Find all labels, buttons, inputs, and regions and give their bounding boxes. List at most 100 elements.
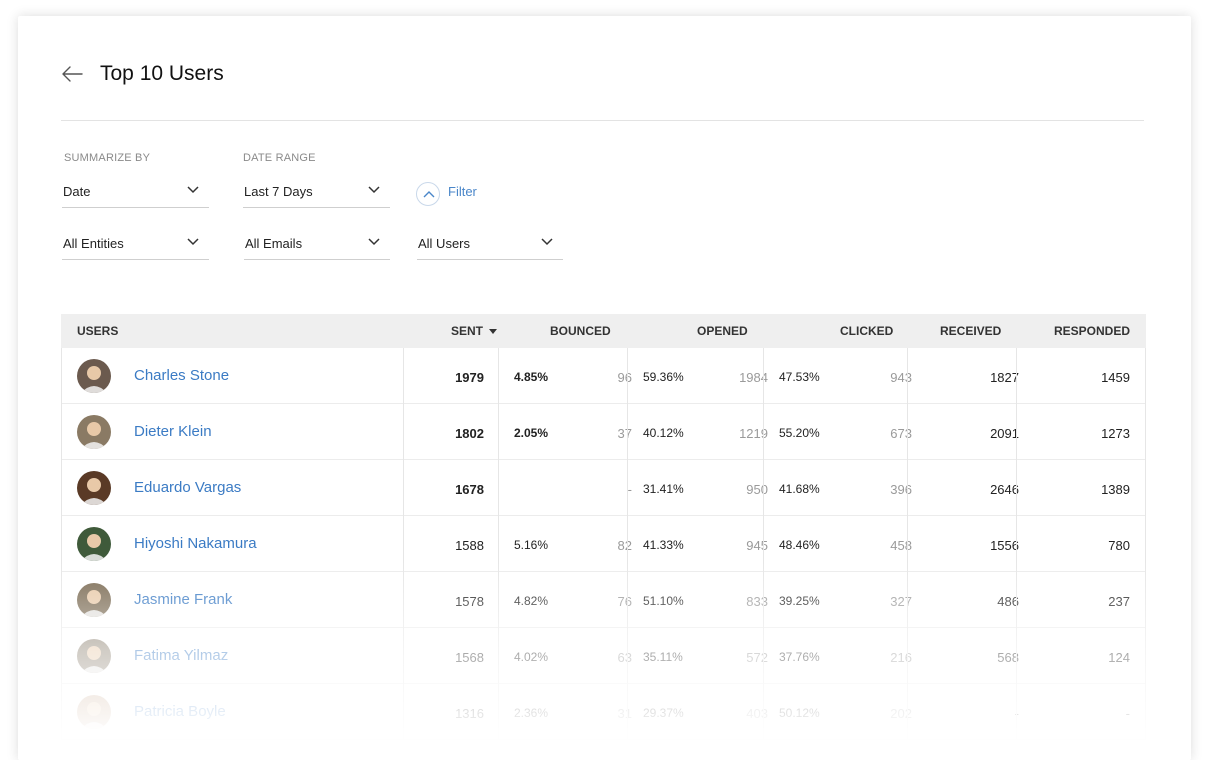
user-name-link[interactable]: Hiyoshi Nakamura bbox=[134, 535, 257, 552]
column-divider bbox=[403, 404, 404, 460]
user-name-link[interactable]: Jasmine Frank bbox=[134, 591, 233, 608]
opened-count: 950 bbox=[746, 482, 768, 497]
opened-count: 403 bbox=[746, 706, 768, 721]
user-photo-icon bbox=[77, 583, 111, 617]
column-divider bbox=[1145, 460, 1146, 516]
user-photo-icon bbox=[77, 639, 111, 673]
column-divider bbox=[498, 404, 499, 460]
clicked-percent: 39.25% bbox=[779, 594, 820, 608]
bounced-count: 37 bbox=[617, 426, 632, 441]
chevron-down-icon bbox=[187, 186, 199, 194]
clicked-percent: 48.46% bbox=[779, 538, 820, 552]
table-row[interactable]: Charles Stone 1979 4.85% 96 59.36% 1984 47.53%… bbox=[61, 348, 1146, 404]
table-body: Charles Stone 1979 4.85% 96 59.36% 1984 47.53%… bbox=[61, 348, 1146, 740]
sent-value: 1979 bbox=[455, 370, 484, 385]
opened-percent: 31.41% bbox=[643, 482, 684, 496]
responded-value: 124 bbox=[1108, 650, 1130, 665]
user-name-link[interactable]: Charles Stone bbox=[134, 367, 230, 384]
date-range-select[interactable]: Last 7 Days bbox=[243, 176, 390, 208]
col-bounced[interactable]: BOUNCED bbox=[550, 324, 611, 338]
opened-percent: 35.11% bbox=[643, 650, 683, 664]
opened-percent: 59.36% bbox=[643, 370, 684, 384]
summarize-by-select[interactable]: Date bbox=[62, 176, 209, 208]
column-divider bbox=[61, 516, 62, 572]
column-divider bbox=[907, 684, 908, 740]
user-name-link[interactable]: Patricia Boyle bbox=[134, 703, 226, 720]
col-responded[interactable]: RESPONDED bbox=[1054, 324, 1131, 338]
report-card: Top 10 Users SUMMARIZE BY DATE RANGE Dat… bbox=[18, 16, 1191, 760]
bounced-percent: 5.16% bbox=[514, 538, 549, 552]
received-value: 2091 bbox=[990, 426, 1019, 441]
user-photo-icon bbox=[77, 415, 111, 449]
clicked-percent: 55.20% bbox=[779, 426, 820, 440]
opened-count: 833 bbox=[746, 594, 768, 609]
date-range-value: Last 7 Days bbox=[244, 184, 313, 199]
entities-select[interactable]: All Entities bbox=[62, 228, 209, 260]
column-divider bbox=[907, 404, 908, 460]
bounced-count: 76 bbox=[617, 594, 632, 609]
user-photo-icon bbox=[77, 695, 111, 729]
column-divider bbox=[61, 628, 62, 684]
column-divider bbox=[403, 348, 404, 404]
column-divider bbox=[763, 348, 764, 404]
emails-select[interactable]: All Emails bbox=[244, 228, 390, 260]
sent-value: 1802 bbox=[455, 426, 484, 441]
entities-value: All Entities bbox=[63, 236, 124, 251]
column-divider bbox=[907, 516, 908, 572]
col-received[interactable]: RECEIVED bbox=[940, 324, 1002, 338]
column-divider bbox=[403, 572, 404, 628]
responded-value: 1389 bbox=[1101, 482, 1130, 497]
responded-value: 1273 bbox=[1101, 426, 1130, 441]
col-users[interactable]: USERS bbox=[77, 324, 119, 338]
user-name-link[interactable]: Fatima Yilmaz bbox=[134, 647, 229, 664]
column-divider bbox=[1016, 404, 1017, 460]
bounced-count: 31 bbox=[617, 706, 632, 721]
clicked-count: 327 bbox=[890, 594, 912, 609]
col-sent[interactable]: SENT bbox=[451, 324, 498, 338]
column-divider bbox=[403, 516, 404, 572]
column-divider bbox=[763, 516, 764, 572]
column-divider bbox=[403, 460, 404, 516]
column-divider bbox=[763, 460, 764, 516]
column-divider bbox=[61, 404, 62, 460]
clicked-count: 458 bbox=[890, 538, 912, 553]
col-clicked[interactable]: CLICKED bbox=[840, 324, 894, 338]
user-photo-icon bbox=[77, 471, 111, 505]
summarize-by-label: SUMMARIZE BY bbox=[64, 152, 151, 164]
opened-count: 945 bbox=[746, 538, 768, 553]
column-divider bbox=[1016, 516, 1017, 572]
bounced-percent: 4.82% bbox=[514, 594, 549, 608]
column-divider bbox=[763, 404, 764, 460]
chevron-up-icon bbox=[416, 182, 440, 206]
table-row[interactable]: Jasmine Frank 1578 4.82% 76 51.10% 833 39.25% 3… bbox=[61, 572, 1146, 628]
column-divider bbox=[498, 572, 499, 628]
col-opened[interactable]: OPENED bbox=[697, 324, 748, 338]
sort-desc-icon bbox=[489, 329, 498, 335]
back-arrow-icon[interactable] bbox=[60, 64, 84, 84]
column-divider bbox=[763, 572, 764, 628]
clicked-percent: 47.53% bbox=[779, 370, 820, 384]
table-row[interactable]: Hiyoshi Nakamura 1588 5.16% 82 41.33% 945 48.4… bbox=[61, 516, 1146, 572]
avatar bbox=[77, 527, 111, 561]
users-value: All Users bbox=[418, 236, 471, 251]
user-photo-icon bbox=[77, 359, 111, 393]
column-divider bbox=[627, 404, 628, 460]
opened-count: 1984 bbox=[739, 370, 768, 385]
table-row[interactable]: Fatima Yilmaz 1568 4.02% 63 35.11% 572 37.76% 2… bbox=[61, 628, 1146, 684]
chevron-down-icon bbox=[368, 238, 380, 246]
user-name-link[interactable]: Eduardo Vargas bbox=[134, 479, 242, 496]
sent-value: 1588 bbox=[455, 538, 484, 553]
users-table: USERS SENT BOUNCED OPENED CLICKED RECEIV… bbox=[61, 314, 1146, 740]
table-row[interactable]: Dieter Klein 1802 2.05% 37 40.12% 1219 55.20% 6… bbox=[61, 404, 1146, 460]
column-divider bbox=[763, 628, 764, 684]
users-select[interactable]: All Users bbox=[417, 228, 563, 260]
table-row[interactable]: Patricia Boyle 1316 2.36% 31 29.37% 403 50.12%… bbox=[61, 684, 1146, 740]
table-row[interactable]: Eduardo Vargas 1678 -31.41% 950 41.68% 396 264… bbox=[61, 460, 1146, 516]
bounced-percent: 4.02% bbox=[514, 650, 549, 664]
bounced-count: - bbox=[627, 482, 632, 497]
avatar bbox=[77, 359, 111, 393]
user-name-link[interactable]: Dieter Klein bbox=[134, 423, 212, 440]
column-divider bbox=[627, 684, 628, 740]
bounced-count: 96 bbox=[617, 370, 632, 385]
chevron-down-icon bbox=[541, 238, 553, 246]
